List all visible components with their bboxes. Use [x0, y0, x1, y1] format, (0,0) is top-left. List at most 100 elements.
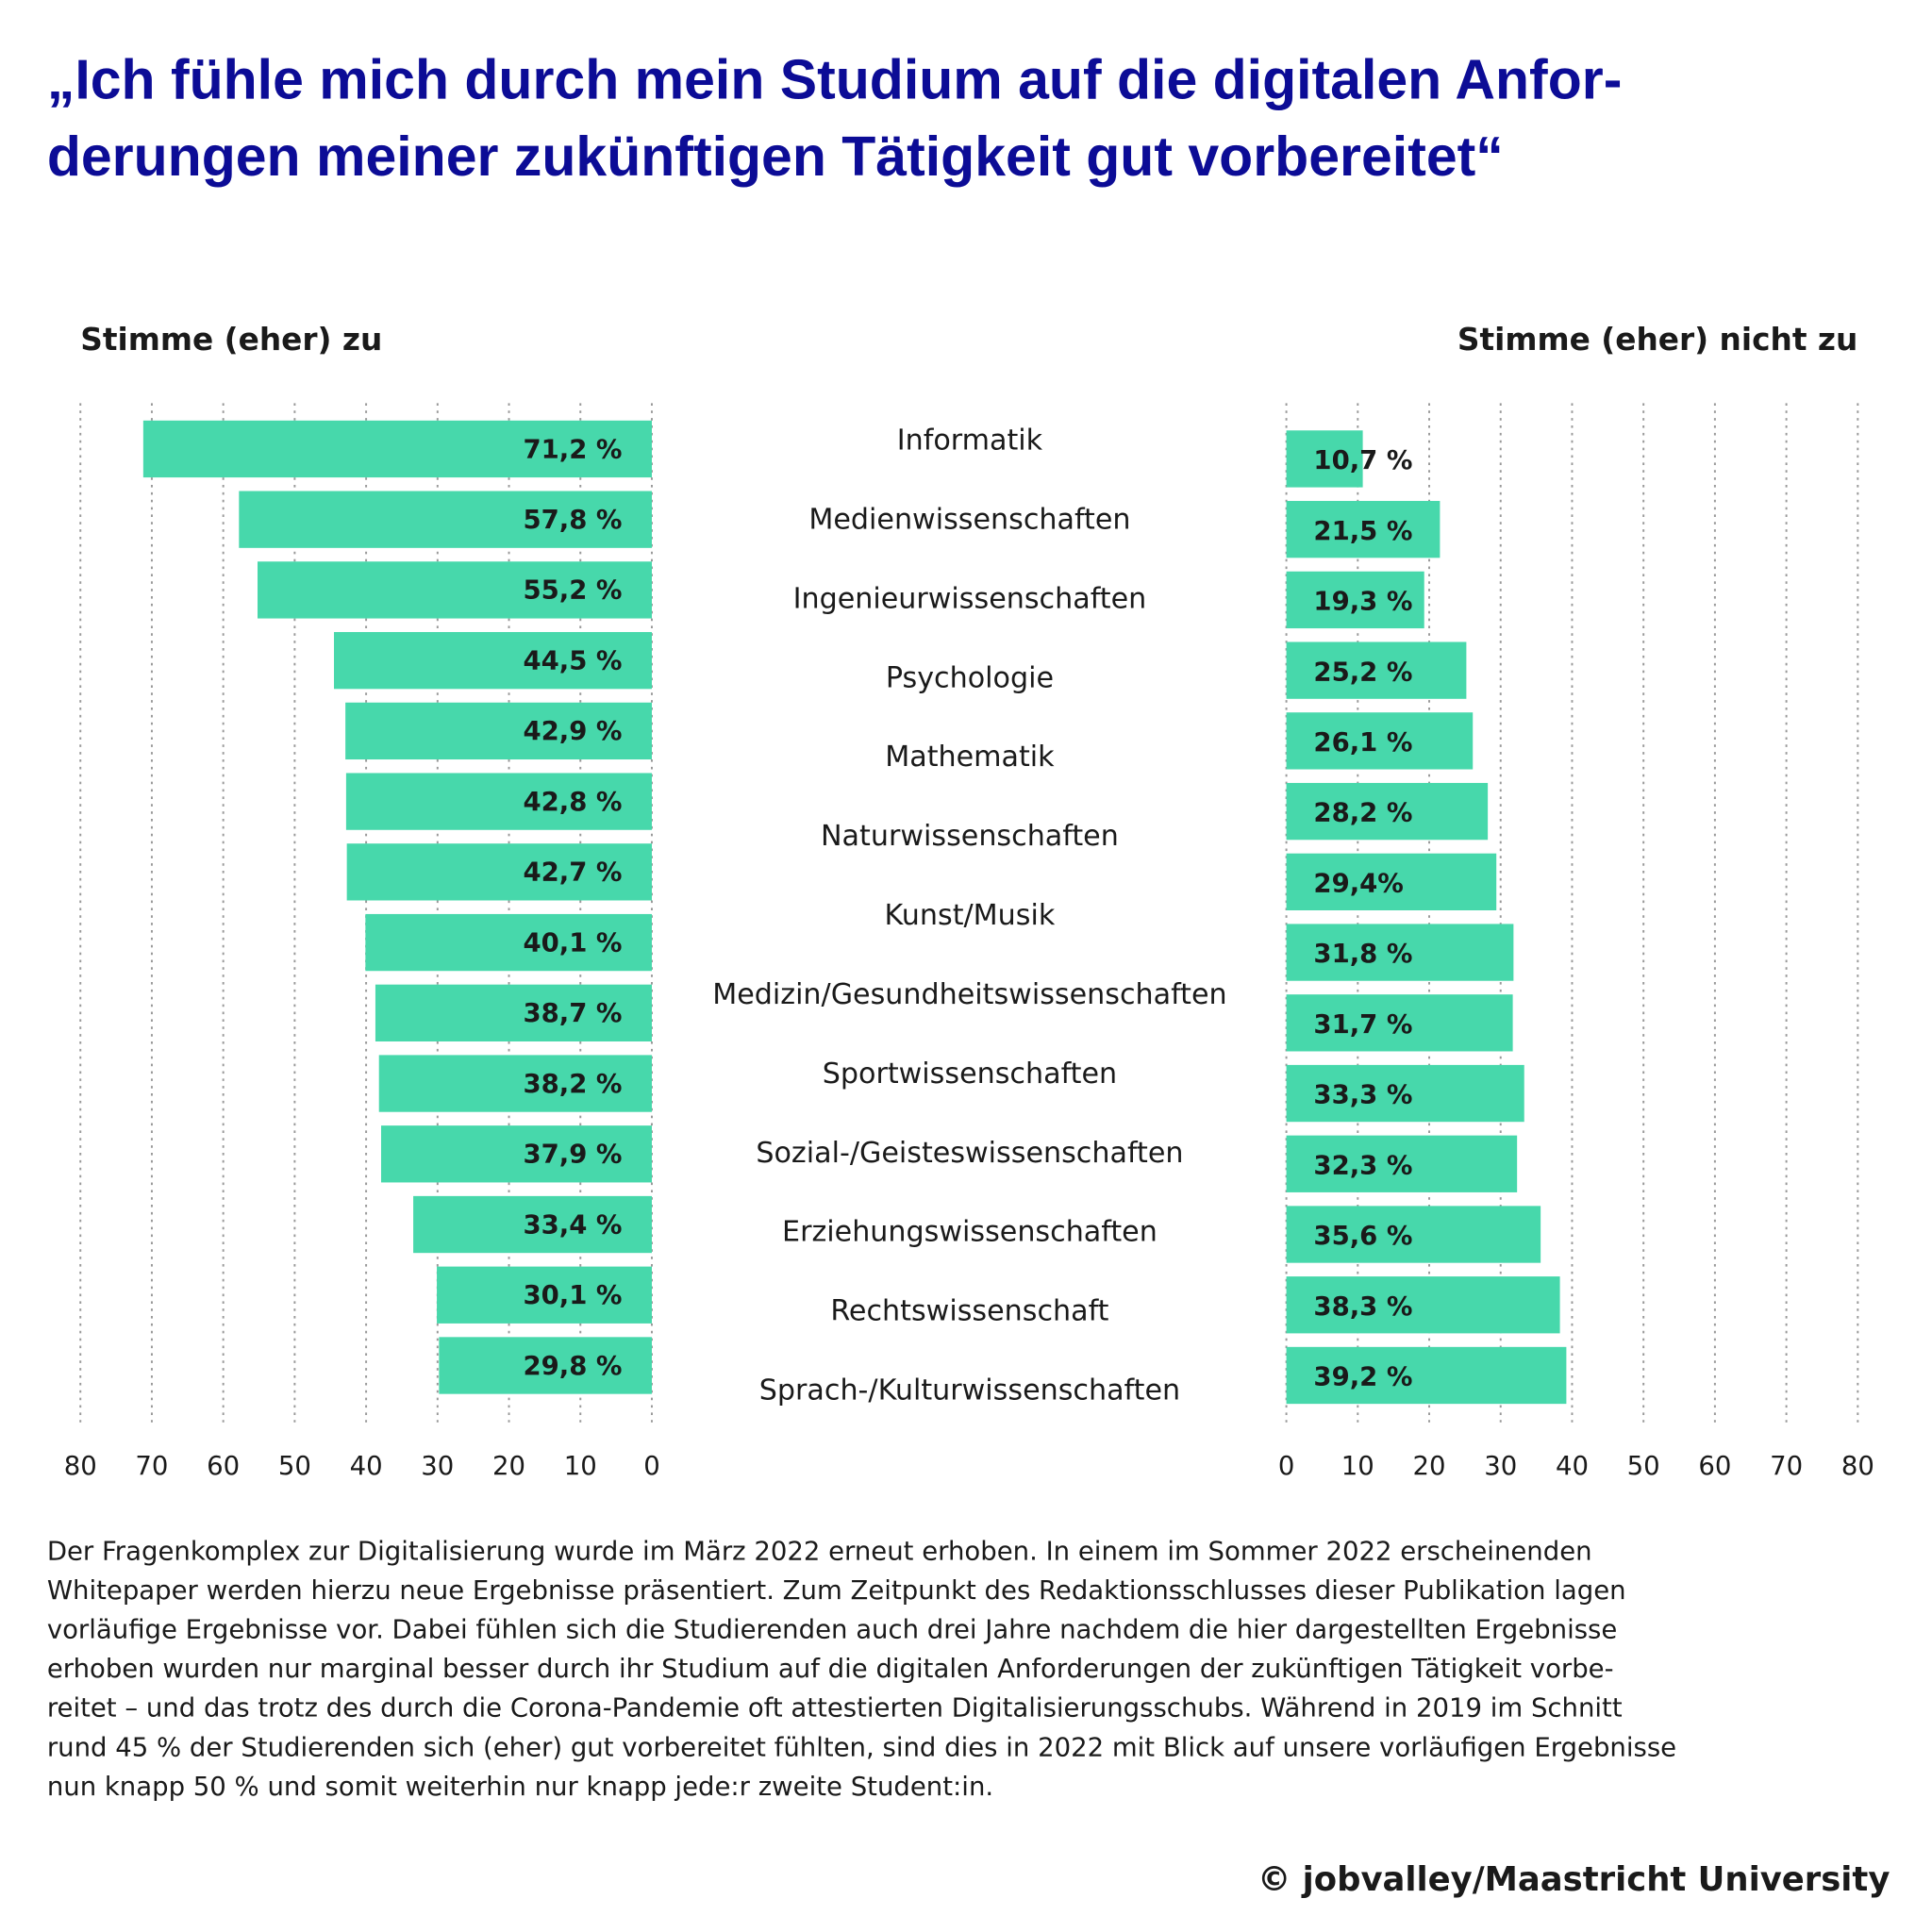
category-label: Psychologie	[886, 661, 1054, 694]
value-label: 33,4 %	[523, 1209, 622, 1240]
bar	[1286, 1276, 1560, 1334]
x-tick-label: 40	[350, 1451, 383, 1481]
bar	[345, 702, 652, 760]
x-tick-label: 30	[421, 1451, 454, 1481]
note-line: nun knapp 50 % und somit weiterhin nur k…	[47, 1772, 993, 1802]
series-label: Stimme (eher) nicht zu	[1457, 322, 1857, 358]
bar	[1286, 571, 1424, 629]
value-label: 35,6 %	[1313, 1221, 1412, 1251]
value-label: 39,2 %	[1313, 1362, 1412, 1392]
note-line: Der Fragenkomplex zur Digitalisierung wu…	[47, 1536, 1592, 1566]
x-tick-label: 40	[1556, 1451, 1589, 1481]
value-label: 25,2 %	[1313, 657, 1412, 687]
chart-title: derungen meiner zukünftigen Tätigkeit gu…	[47, 125, 1504, 188]
value-label: 38,3 %	[1313, 1291, 1412, 1322]
bar	[1286, 430, 1363, 488]
note-line: rund 45 % der Studierenden sich (eher) g…	[47, 1732, 1676, 1762]
category-label: Informatik	[897, 425, 1043, 458]
bar	[258, 561, 652, 619]
x-tick-label: 60	[1698, 1451, 1731, 1481]
bar	[1286, 853, 1497, 910]
x-tick-label: 60	[207, 1451, 240, 1481]
bar	[439, 1337, 652, 1394]
x-tick-label: 20	[492, 1451, 525, 1481]
bar	[345, 773, 652, 830]
note-line: vorläufige Ergebnisse vor. Dabei fühlen …	[47, 1615, 1618, 1645]
value-label: 42,8 %	[523, 787, 622, 817]
bar	[1286, 712, 1474, 770]
bar	[1286, 501, 1441, 558]
category-label: Ingenieurwissenschaften	[793, 582, 1147, 615]
value-label: 29,8 %	[523, 1351, 622, 1381]
category-label: Sozial-/Geisteswissenschaften	[756, 1137, 1183, 1170]
value-label: 21,5 %	[1313, 516, 1412, 546]
chart-title: „Ich fühle mich durch mein Studium auf d…	[47, 49, 1623, 111]
x-tick-label: 70	[1770, 1451, 1803, 1481]
note-line: Whitepaper werden hierzu neue Ergebnisse…	[47, 1575, 1626, 1606]
note-line: erhoben wurden nur marginal besser durch…	[47, 1654, 1614, 1684]
value-label: 42,7 %	[523, 858, 622, 888]
value-label: 33,3 %	[1313, 1080, 1412, 1110]
category-label: Erziehungswissenschaften	[782, 1216, 1158, 1249]
category-label: Naturwissenschaften	[821, 820, 1119, 853]
bar	[437, 1266, 652, 1324]
category-label: Medizin/Gesundheitswissenschaften	[712, 978, 1226, 1011]
series-label: Stimme (eher) zu	[80, 322, 382, 358]
value-label: 42,9 %	[523, 716, 622, 746]
x-tick-label: 80	[64, 1451, 97, 1481]
value-label: 40,1 %	[523, 927, 622, 958]
x-tick-label: 10	[1341, 1451, 1374, 1481]
bar	[1286, 1346, 1567, 1405]
value-label: 55,2 %	[523, 575, 622, 606]
bar	[334, 631, 652, 690]
x-tick-label: 10	[564, 1451, 597, 1481]
x-tick-label: 20	[1413, 1451, 1446, 1481]
value-label: 38,2 %	[523, 1069, 622, 1099]
value-label: 30,1 %	[523, 1280, 622, 1310]
value-label: 10,7 %	[1313, 445, 1412, 475]
value-label: 44,5 %	[523, 645, 622, 675]
bar	[1286, 1064, 1524, 1123]
bar	[1286, 994, 1513, 1052]
bar	[1286, 1135, 1518, 1192]
category-label: Sportwissenschaften	[823, 1058, 1117, 1091]
category-label: Medienwissenschaften	[808, 503, 1130, 536]
value-label: 19,3 %	[1313, 587, 1412, 617]
bar	[378, 1055, 652, 1112]
category-label: Sprach-/Kulturwissenschaften	[759, 1374, 1180, 1407]
value-label: 29,4%	[1313, 868, 1403, 898]
x-tick-label: 0	[643, 1451, 660, 1481]
bar	[1286, 641, 1467, 699]
value-label: 32,3 %	[1313, 1150, 1412, 1180]
category-label: Kunst/Musik	[885, 899, 1056, 932]
bar	[142, 420, 652, 478]
bar	[375, 984, 652, 1041]
bar	[239, 491, 652, 548]
x-tick-label: 70	[135, 1451, 168, 1481]
value-label: 31,7 %	[1313, 1009, 1412, 1040]
x-tick-label: 0	[1278, 1451, 1295, 1481]
bar	[1286, 782, 1489, 841]
x-tick-label: 30	[1484, 1451, 1517, 1481]
x-tick-label: 80	[1841, 1451, 1874, 1481]
value-label: 26,1 %	[1313, 727, 1412, 758]
bar	[380, 1125, 652, 1183]
bar	[346, 843, 652, 901]
bar	[365, 913, 652, 972]
bar	[1286, 924, 1514, 981]
value-label: 37,9 %	[523, 1140, 622, 1170]
note-line: reitet – und das trotz des durch die Cor…	[47, 1693, 1623, 1724]
value-label: 31,8 %	[1313, 939, 1412, 969]
category-label: Rechtswissenschaft	[830, 1295, 1108, 1328]
bar	[1286, 1206, 1541, 1263]
x-tick-label: 50	[278, 1451, 311, 1481]
category-label: Mathematik	[885, 741, 1055, 774]
value-label: 57,8 %	[523, 505, 622, 535]
bar	[413, 1195, 652, 1254]
value-label: 38,7 %	[523, 998, 622, 1028]
value-label: 28,2 %	[1313, 798, 1412, 828]
x-tick-label: 50	[1627, 1451, 1660, 1481]
value-label: 71,2 %	[523, 434, 622, 464]
